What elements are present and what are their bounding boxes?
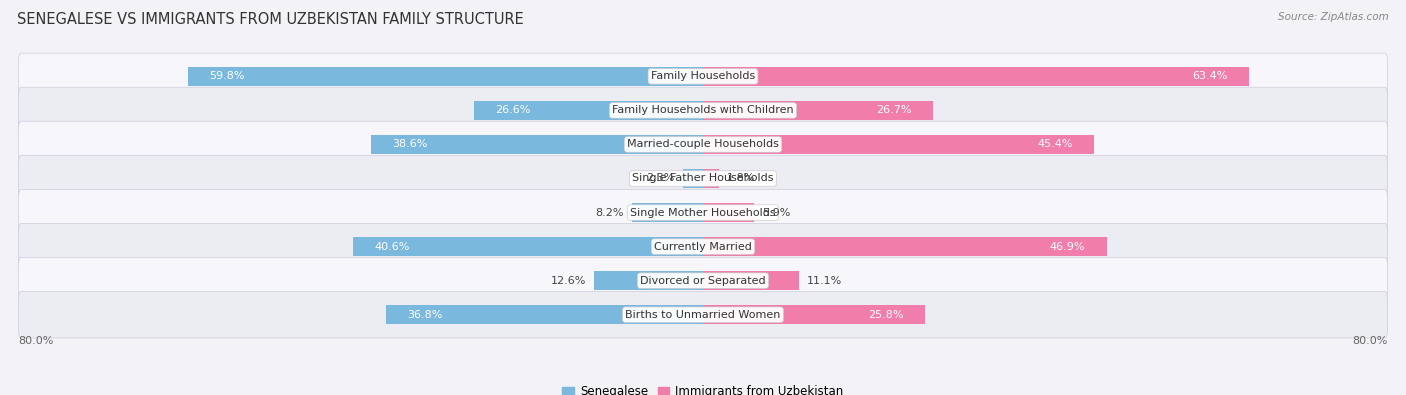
Bar — [703, 169, 718, 188]
Text: 45.4%: 45.4% — [1038, 139, 1073, 149]
Bar — [188, 67, 703, 86]
Legend: Senegalese, Immigrants from Uzbekistan: Senegalese, Immigrants from Uzbekistan — [558, 380, 848, 395]
Bar — [703, 237, 1107, 256]
Text: 12.6%: 12.6% — [551, 276, 586, 286]
Bar — [353, 237, 703, 256]
Bar — [703, 305, 925, 324]
Text: SENEGALESE VS IMMIGRANTS FROM UZBEKISTAN FAMILY STRUCTURE: SENEGALESE VS IMMIGRANTS FROM UZBEKISTAN… — [17, 12, 523, 27]
Text: 26.6%: 26.6% — [495, 105, 531, 115]
FancyBboxPatch shape — [18, 87, 1388, 134]
Text: 46.9%: 46.9% — [1050, 242, 1085, 252]
FancyBboxPatch shape — [18, 121, 1388, 167]
Text: Source: ZipAtlas.com: Source: ZipAtlas.com — [1278, 12, 1389, 22]
FancyBboxPatch shape — [18, 258, 1388, 304]
Text: Divorced or Separated: Divorced or Separated — [640, 276, 766, 286]
Text: Single Father Households: Single Father Households — [633, 173, 773, 184]
FancyBboxPatch shape — [18, 223, 1388, 270]
Text: 26.7%: 26.7% — [876, 105, 911, 115]
Text: 2.3%: 2.3% — [647, 173, 675, 184]
Text: 40.6%: 40.6% — [375, 242, 411, 252]
FancyBboxPatch shape — [18, 155, 1388, 202]
Text: 11.1%: 11.1% — [807, 276, 842, 286]
Text: 80.0%: 80.0% — [18, 336, 53, 346]
Bar — [387, 305, 703, 324]
FancyBboxPatch shape — [18, 53, 1388, 100]
Text: 5.9%: 5.9% — [762, 207, 790, 218]
Bar — [595, 271, 703, 290]
Text: 36.8%: 36.8% — [408, 310, 443, 320]
Text: 80.0%: 80.0% — [1353, 336, 1388, 346]
Text: 1.8%: 1.8% — [727, 173, 755, 184]
Text: 8.2%: 8.2% — [595, 207, 624, 218]
Bar — [683, 169, 703, 188]
Text: Married-couple Households: Married-couple Households — [627, 139, 779, 149]
Bar — [703, 203, 754, 222]
Text: Family Households with Children: Family Households with Children — [612, 105, 794, 115]
Text: Family Households: Family Households — [651, 71, 755, 81]
Bar — [703, 67, 1249, 86]
Text: 25.8%: 25.8% — [868, 310, 904, 320]
Bar — [474, 101, 703, 120]
Text: Births to Unmarried Women: Births to Unmarried Women — [626, 310, 780, 320]
Bar — [371, 135, 703, 154]
Text: 59.8%: 59.8% — [209, 71, 245, 81]
Text: Single Mother Households: Single Mother Households — [630, 207, 776, 218]
Text: 63.4%: 63.4% — [1192, 71, 1227, 81]
Text: 38.6%: 38.6% — [392, 139, 427, 149]
Bar — [703, 271, 799, 290]
FancyBboxPatch shape — [18, 189, 1388, 236]
Bar — [703, 135, 1094, 154]
Bar — [633, 203, 703, 222]
Bar — [703, 101, 934, 120]
FancyBboxPatch shape — [18, 292, 1388, 338]
Text: Currently Married: Currently Married — [654, 242, 752, 252]
